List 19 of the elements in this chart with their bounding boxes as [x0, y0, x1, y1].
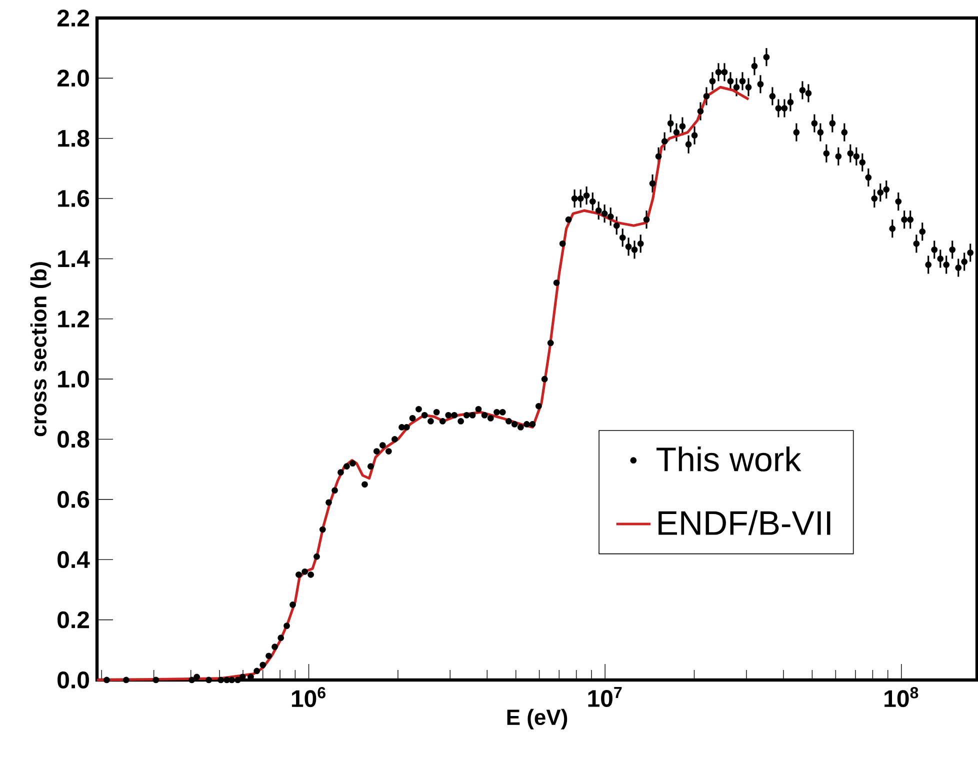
y-tick-label: 1.6	[58, 190, 90, 208]
x-axis-title: E (eV)	[507, 708, 568, 730]
y-tick-label: 1.2	[58, 310, 90, 328]
y-tick-label: 0.4	[58, 551, 90, 568]
y-tick-label: 0.8	[58, 430, 90, 448]
y-tick-label: 1.4	[58, 250, 90, 267]
x-tick-label: 10$^{8}$	[884, 687, 918, 708]
legend-label: This work	[656, 446, 802, 472]
y-tick-label: 1.0	[58, 370, 89, 388]
x-tick-label: 10$^{6}$	[292, 687, 326, 708]
y-tick-label: 1.8	[58, 130, 90, 147]
y-tick-label: 0.6	[58, 490, 90, 508]
y-tick-label: 0.2	[58, 611, 90, 628]
y-tick-label: 2.0	[57, 70, 89, 87]
legend-label: ENDF/B-VII	[658, 510, 830, 536]
x-tick-label: 10$^{7}$	[588, 687, 622, 707]
y-tick-label: 0.0	[58, 671, 89, 688]
y-tick-label: 2.2	[57, 10, 90, 26]
y-axis-title: cross section (b)	[30, 262, 51, 436]
